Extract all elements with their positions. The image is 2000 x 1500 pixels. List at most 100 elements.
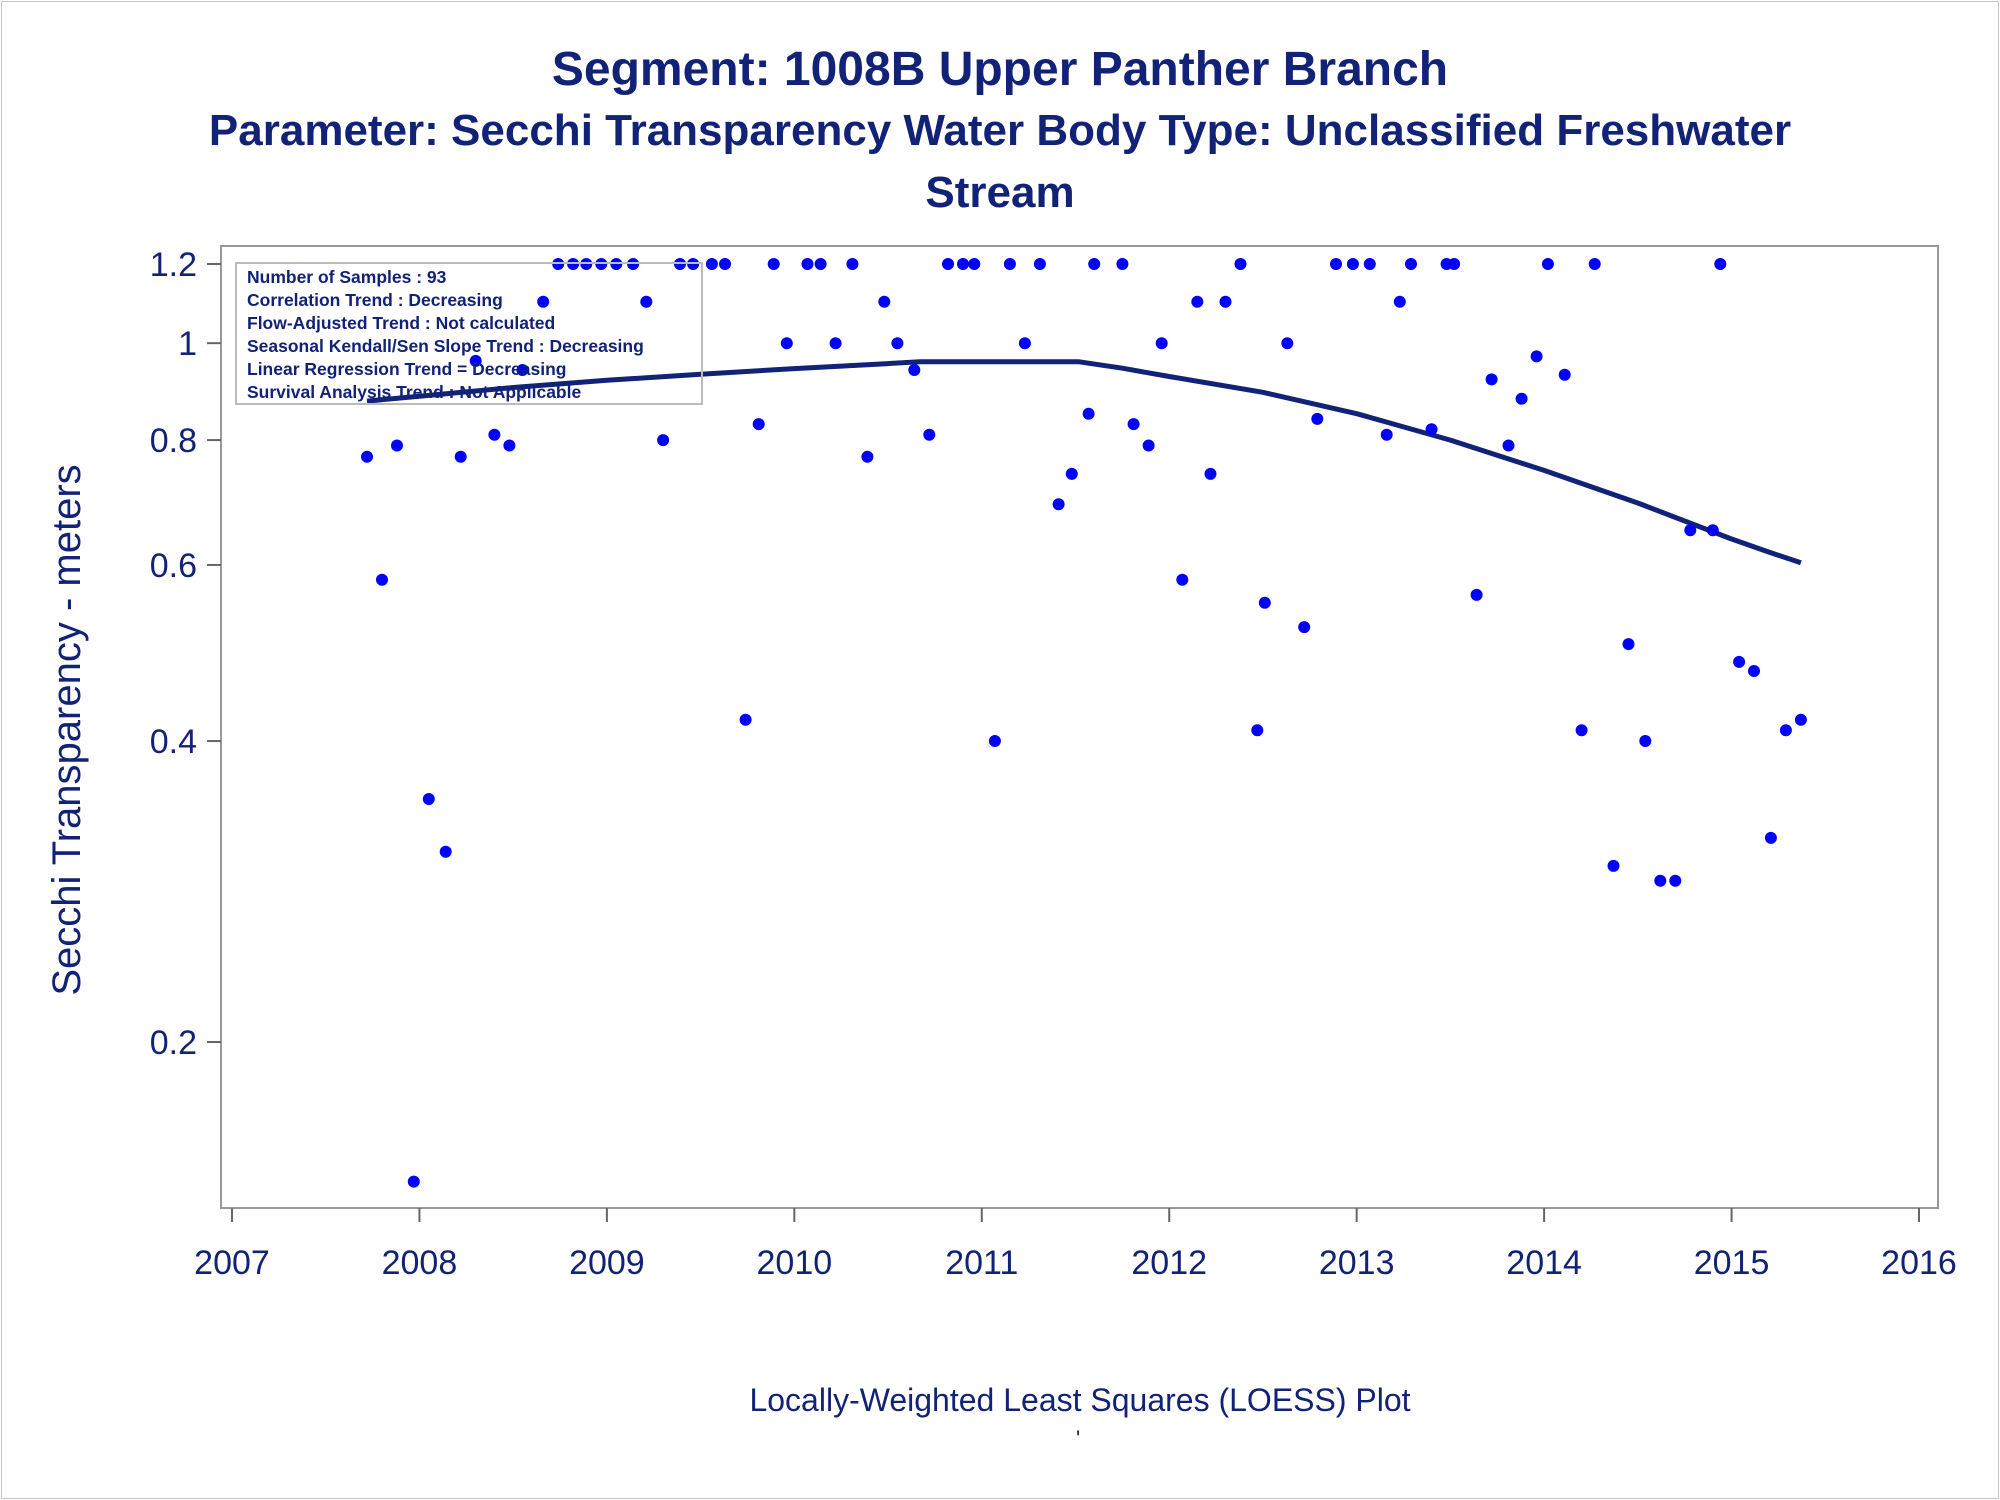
data-point: [1530, 350, 1543, 363]
data-point: [1639, 735, 1652, 747]
data-point: [503, 439, 516, 452]
data-point: [439, 845, 452, 858]
data-point: [1281, 337, 1294, 350]
data-point: [1588, 258, 1601, 270]
data-point: [988, 735, 1001, 747]
data-point: [1116, 258, 1129, 270]
axes: 0.2 0.4 0.6 0.8 1 1.2 2007 2008 2009 2010 2011 2012…: [150, 245, 1957, 1282]
stats-line: Survival Analysis Trend : Not Applicable: [247, 382, 581, 402]
y-tick-label: 0.4: [150, 723, 197, 761]
data-point: [942, 258, 954, 270]
loess-curve-group: [366, 359, 1802, 566]
x-tick-label: 2010: [757, 1244, 833, 1282]
data-point: [923, 428, 936, 441]
loess-curve: [366, 359, 1802, 566]
stats-box-border: [235, 262, 703, 405]
x-tick-label: 2007: [194, 1244, 270, 1282]
data-point: [1425, 423, 1438, 436]
data-point: [1033, 258, 1046, 270]
data-point: [407, 1175, 420, 1188]
data-point: [846, 258, 859, 270]
data-point: [705, 258, 718, 270]
data-point: [1515, 392, 1528, 405]
data-point: [1191, 295, 1204, 308]
data-point: [469, 354, 482, 367]
data-point: [1311, 412, 1324, 425]
plot-area-border: [220, 245, 1939, 1209]
data-point: [1052, 498, 1065, 511]
data-point: [861, 450, 874, 463]
data-point: [1155, 337, 1168, 350]
data-point: [1088, 258, 1101, 270]
chart-title: Segment: 1008B Upper Panther Branch: [551, 43, 1449, 96]
data-point: [1258, 596, 1271, 609]
stats-box: Number of Samples : 93 Correlation Trend …: [235, 262, 703, 405]
data-point: [488, 428, 501, 441]
data-point: [968, 258, 981, 270]
data-point: [957, 258, 969, 270]
footnote-mark: ': [1076, 1426, 1081, 1451]
data-point: [1204, 467, 1217, 480]
data-point: [1176, 573, 1189, 586]
data-point: [1363, 258, 1376, 270]
data-point: [657, 434, 670, 447]
data-point: [1003, 258, 1016, 270]
data-point: [391, 439, 403, 452]
data-point: [1764, 831, 1777, 844]
data-point: [719, 258, 731, 270]
data-point: [640, 295, 653, 308]
y-tick-label: 1: [178, 325, 197, 363]
y-tick-label: 0.2: [150, 1024, 197, 1062]
chart-footnote: Locally-Weighted Least Squares (LOESS) P…: [749, 1382, 1411, 1418]
data-point: [422, 793, 435, 805]
x-tick-label: 2015: [1694, 1244, 1770, 1282]
data-point: [1684, 524, 1697, 537]
data-point: [1714, 258, 1727, 270]
y-tick-label: 0.6: [150, 547, 197, 585]
data-point: [801, 258, 814, 270]
x-tick-label: 2012: [1131, 1244, 1207, 1282]
data-point: [829, 337, 842, 350]
x-tick-label: 2009: [569, 1244, 645, 1282]
data-point: [1448, 258, 1461, 270]
stats-line: Correlation Trend : Decreasing: [247, 290, 503, 310]
x-tick-label: 2013: [1319, 1244, 1395, 1282]
data-point: [1380, 428, 1393, 441]
data-point: [1298, 621, 1311, 634]
data-point: [1234, 258, 1247, 270]
y-axis-label: Secchi Transparency - meters: [45, 464, 89, 995]
data-point: [1485, 373, 1498, 386]
data-point: [1669, 874, 1682, 887]
data-point: [739, 713, 752, 726]
data-point: [1748, 665, 1760, 677]
data-point: [1127, 418, 1140, 431]
data-point: [1558, 368, 1571, 381]
data-point: [376, 573, 388, 586]
chart-subtitle-line1: Parameter: Secchi Transparency Water Bod…: [208, 106, 1792, 155]
data-point: [1733, 655, 1746, 668]
y-tick-label: 0.8: [150, 422, 197, 460]
data-point: [1405, 258, 1417, 270]
data-point: [767, 258, 780, 270]
stats-line: Flow-Adjusted Trend : Not calculated: [247, 313, 555, 333]
data-point: [1654, 874, 1667, 887]
data-point: [1575, 724, 1588, 737]
stats-line: Seasonal Kendall/Sen Slope Trend : Decre…: [247, 336, 644, 356]
data-point: [1142, 439, 1155, 452]
data-point: [1607, 859, 1620, 872]
y-tick-label: 1.2: [150, 246, 197, 284]
data-point: [1251, 724, 1264, 737]
data-point: [878, 295, 891, 308]
x-tick-label: 2011: [945, 1244, 1018, 1282]
data-point: [1018, 337, 1031, 350]
data-point: [752, 418, 765, 431]
data-point: [1065, 467, 1078, 480]
data-points: [361, 258, 1807, 1188]
data-point: [814, 258, 827, 270]
data-point: [1330, 258, 1342, 270]
data-point: [516, 364, 529, 376]
data-point: [1393, 295, 1406, 308]
stats-line: Number of Samples : 93: [247, 267, 447, 287]
x-tick-label: 2016: [1881, 1244, 1957, 1282]
